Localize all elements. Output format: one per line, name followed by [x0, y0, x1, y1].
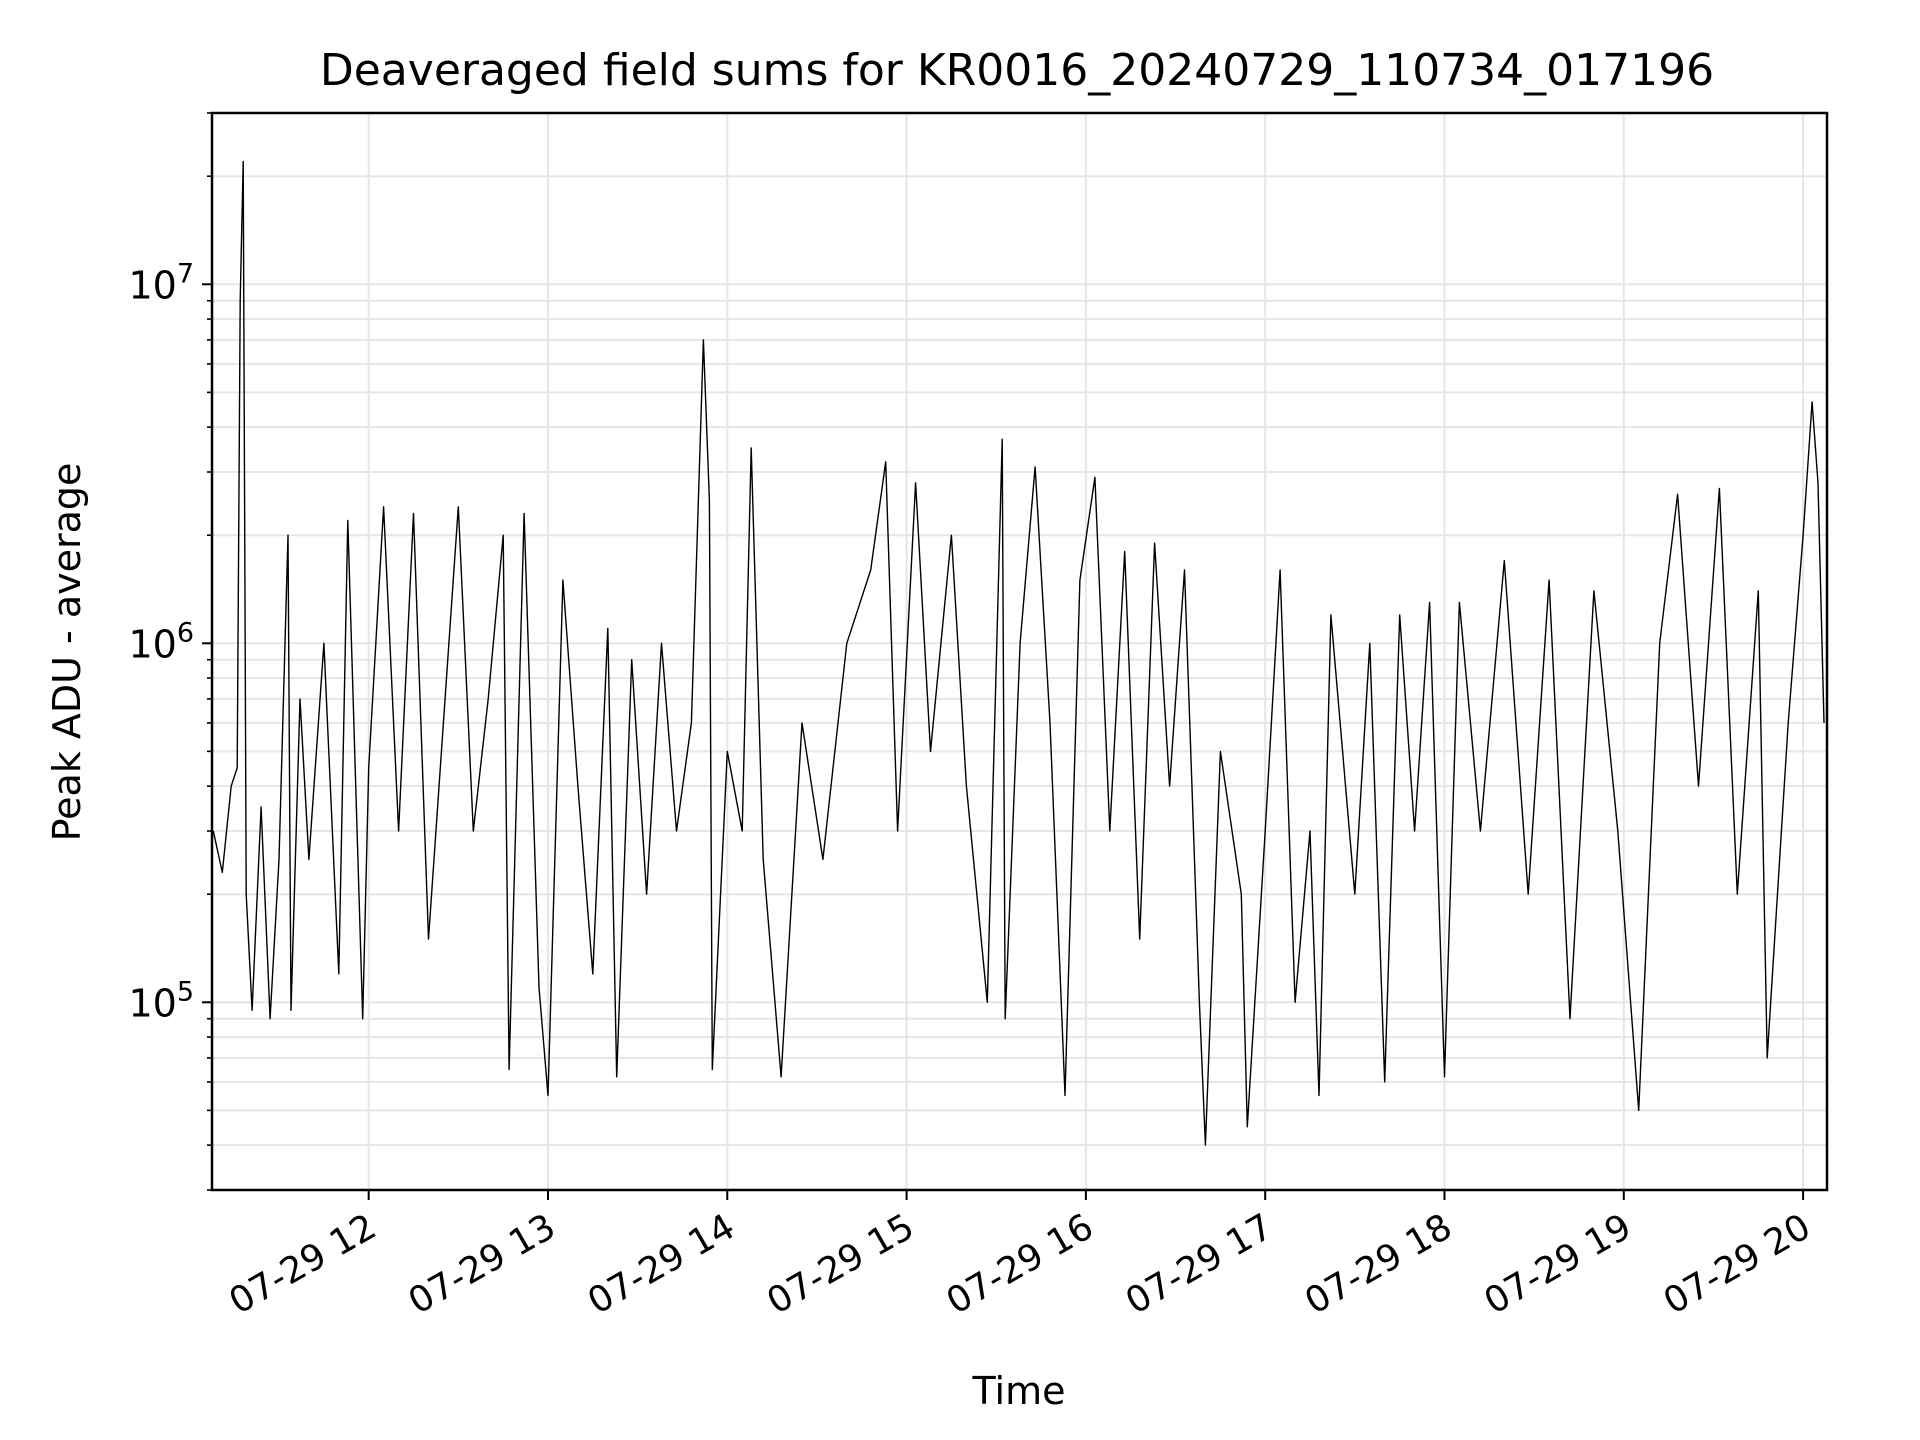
x-axis-label: Time: [972, 1369, 1066, 1413]
chart-title: Deaveraged field sums for KR0016_2024072…: [320, 45, 1714, 96]
plot-frame: [210, 111, 1829, 1192]
y-axis-label: Peak ADU - average: [45, 463, 89, 842]
series-layer: [212, 160, 1825, 1146]
series-line: [212, 160, 1825, 1146]
y-tick-label: 105: [128, 976, 194, 1025]
y-tick-label: 107: [128, 258, 194, 307]
y-tick-label: 106: [128, 617, 194, 666]
y-axis: 105 106 107: [128, 112, 212, 1191]
